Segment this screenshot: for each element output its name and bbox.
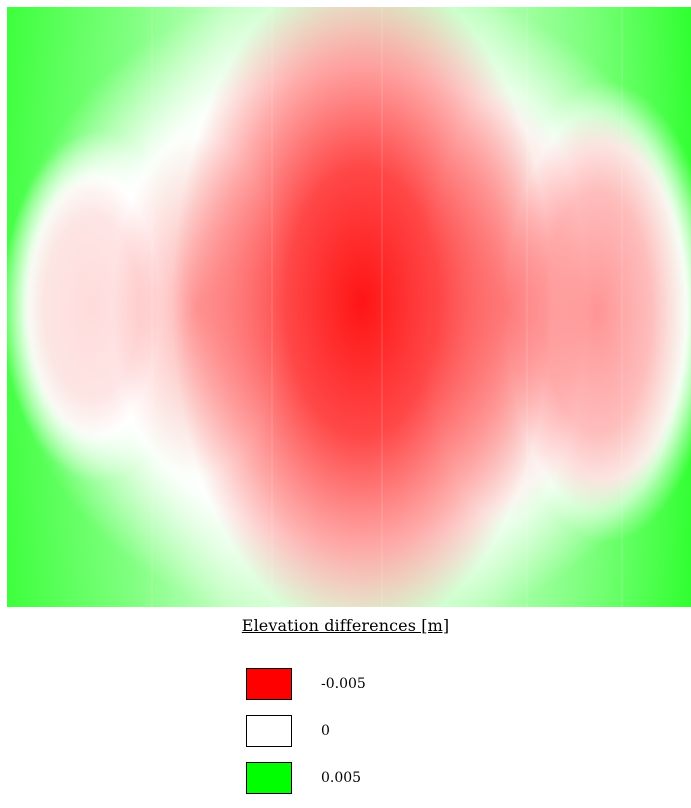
legend-swatch-positive xyxy=(246,762,292,794)
legend-item: 0 xyxy=(246,714,366,748)
legend-swatch-zero xyxy=(246,715,292,747)
legend-swatch-negative xyxy=(246,668,292,700)
legend-item: 0.005 xyxy=(246,761,366,795)
legend-label-positive: 0.005 xyxy=(321,770,362,786)
elevation-difference-map xyxy=(7,7,691,607)
legend-item: -0.005 xyxy=(246,667,366,701)
legend-title: Elevation differences [m] xyxy=(241,616,450,635)
legend-label-negative: -0.005 xyxy=(321,676,366,692)
legend: -0.005 0 0.005 xyxy=(246,667,366,808)
elevation-difference-raster xyxy=(7,7,691,607)
legend-label-zero: 0 xyxy=(321,723,330,739)
